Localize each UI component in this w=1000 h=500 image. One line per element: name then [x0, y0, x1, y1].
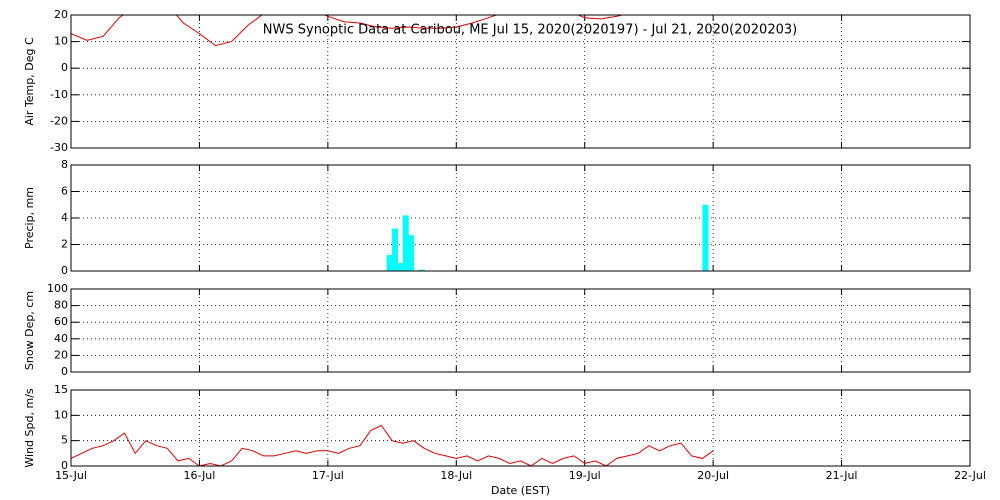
y-tick-label: 40	[54, 332, 68, 345]
y-tick-label: 20	[54, 8, 68, 21]
y-tick-label: -30	[50, 141, 68, 154]
bar	[386, 255, 393, 271]
bar	[702, 204, 709, 271]
x-tick-label: 18-Jul	[440, 469, 472, 482]
x-tick-label: 22-Jul	[954, 469, 986, 482]
y-tick-label: 0	[61, 365, 68, 378]
y-tick-label: 5	[61, 434, 68, 447]
data-line	[71, 15, 625, 47]
y-tick-label: -10	[50, 88, 68, 101]
x-tick-label: 19-Jul	[569, 469, 601, 482]
y-tick-label: 0	[61, 61, 68, 74]
plot-frame	[70, 389, 971, 467]
x-tick-label: 20-Jul	[697, 469, 729, 482]
bar	[392, 228, 399, 271]
y-axis-label: Snow Dep, cm	[23, 291, 36, 370]
y-tick-label: 6	[61, 185, 68, 198]
y-tick-label: 2	[61, 238, 68, 251]
y-tick-label: 4	[61, 211, 68, 224]
plot-area	[386, 204, 709, 271]
bar	[402, 215, 409, 271]
chart-title: NWS Synoptic Data at Caribou, ME Jul 15,…	[263, 23, 797, 38]
y-axis-label: Air Temp, Deg C	[23, 37, 36, 126]
y-tick-label: 60	[54, 315, 68, 328]
plot-frame	[70, 14, 971, 149]
plot-frame	[70, 164, 971, 272]
y-axis-label: Precip, mm	[23, 187, 36, 249]
plot-area	[71, 15, 625, 47]
x-axis-label: Date (EST)	[491, 484, 550, 497]
y-axis-label: Wind Spd, m/s	[23, 388, 36, 468]
plot-area	[71, 424, 714, 466]
x-tick-label: 21-Jul	[826, 469, 858, 482]
x-tick-label: 15-Jul	[55, 469, 87, 482]
y-tick-label: 8	[61, 158, 68, 171]
x-tick-label: 16-Jul	[183, 469, 215, 482]
x-tick-label: 17-Jul	[312, 469, 344, 482]
data-line	[71, 424, 714, 466]
y-tick-label: 80	[54, 299, 68, 312]
y-tick-label: 100	[47, 282, 68, 295]
plot-frame	[70, 288, 971, 373]
y-tick-label: 20	[54, 348, 68, 361]
y-tick-label: 0	[61, 264, 68, 277]
bar	[418, 269, 425, 271]
y-tick-label: 10	[54, 408, 68, 421]
bar	[408, 235, 415, 271]
bar	[397, 263, 404, 271]
y-tick-label: 0	[61, 459, 68, 472]
y-tick-label: 15	[54, 383, 68, 396]
y-tick-label: -20	[50, 114, 68, 127]
y-tick-label: 10	[54, 35, 68, 48]
